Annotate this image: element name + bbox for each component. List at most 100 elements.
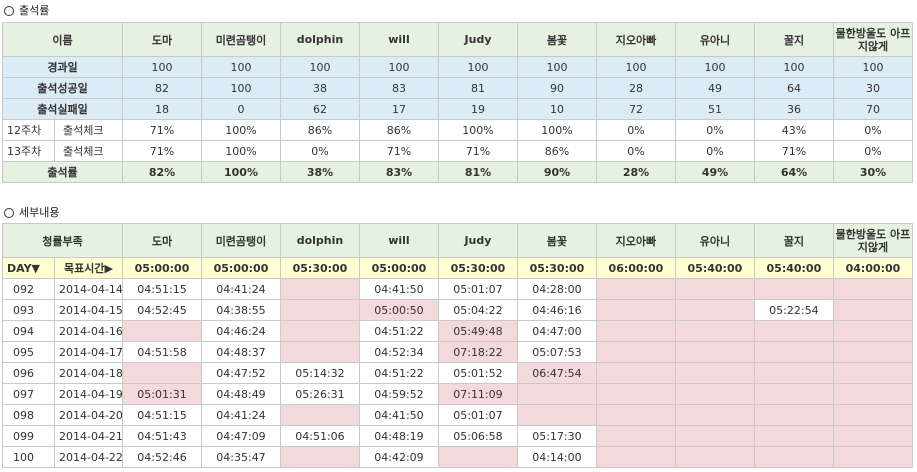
circle-icon <box>4 208 14 218</box>
attendance-title-text: 출석률 <box>19 4 50 17</box>
details-title-text: 세부내용 <box>19 206 60 219</box>
target-time-cell: 04:00:00 <box>832 257 914 279</box>
time-cell: 06:47:54 <box>516 362 597 384</box>
date-cell: 2014-04-20 <box>53 404 124 426</box>
total-rate-cell: 30% <box>833 161 913 183</box>
weekly-cell: 0% <box>833 119 913 141</box>
time-cell: 04:41:24 <box>201 278 281 300</box>
time-cell: 04:47:52 <box>201 362 281 384</box>
time-cell <box>753 404 834 426</box>
time-cell <box>595 341 676 363</box>
total-rate-cell: 64% <box>754 161 834 183</box>
time-cell: 04:51:22 <box>358 320 439 342</box>
time-cell: 04:52:46 <box>122 446 202 468</box>
name-header: 이름 <box>2 22 123 57</box>
detail-row: 097 2014-04-19 05:01:31 04:48:49 05:26:31 04:… <box>2 383 914 405</box>
stats-cell: 36 <box>754 98 834 120</box>
total-rate-label: 출석률 <box>2 161 123 183</box>
stats-cell: 90 <box>517 77 597 99</box>
time-cell: 05:01:31 <box>122 383 202 405</box>
weekly-cell: 0% <box>596 119 676 141</box>
time-cell <box>595 425 676 447</box>
member-name-header: 지오아빠 <box>596 22 676 57</box>
time-cell <box>832 320 914 342</box>
member-name-header: will <box>358 223 439 258</box>
time-cell: 04:51:15 <box>122 404 202 426</box>
time-cell: 04:41:50 <box>358 278 439 300</box>
day-number: 100 <box>2 446 55 468</box>
time-cell: 04:38:55 <box>201 299 281 321</box>
stats-cell: 0 <box>201 98 281 120</box>
time-cell <box>832 278 914 300</box>
time-cell <box>595 362 676 384</box>
time-cell: 04:41:24 <box>201 404 281 426</box>
time-cell <box>279 404 360 426</box>
time-cell: 05:07:53 <box>516 341 597 363</box>
time-cell <box>122 320 202 342</box>
time-cell <box>753 383 834 405</box>
time-cell <box>279 278 360 300</box>
member-name-header: 봄꽃 <box>516 223 597 258</box>
total-rate-cell: 90% <box>517 161 597 183</box>
weekly-cell: 0% <box>596 140 676 162</box>
stats-cell: 100 <box>596 56 676 78</box>
weekly-cell: 100% <box>201 140 281 162</box>
total-rate-cell: 100% <box>201 161 281 183</box>
target-time-cell: 05:00:00 <box>122 257 202 279</box>
attendance-table: 이름 도마 미련곰탱이 dolphin will Judy 봄꽃 지오아빠 유아니 꿀지 물한방울도… <box>2 22 913 183</box>
detail-row: 100 2014-04-22 04:52:46 04:35:47 04:42:09 04:… <box>2 446 914 468</box>
weekly-cell: 0% <box>675 119 755 141</box>
total-rate-row: 출석률 82% 100% 38% 83% 81% 90% 28% 49% 64% 30% <box>2 161 913 183</box>
detail-row: 096 2014-04-18 04:47:52 05:14:32 04:51:22 05:… <box>2 362 914 384</box>
member-name-header: 꿀지 <box>754 22 834 57</box>
stats-cell: 64 <box>754 77 834 99</box>
date-cell: 2014-04-16 <box>53 320 124 342</box>
time-cell <box>595 278 676 300</box>
weekly-cell: 100% <box>201 119 281 141</box>
total-rate-cell: 38% <box>280 161 360 183</box>
member-name-header: 도마 <box>122 223 202 258</box>
member-name-header: 꿀지 <box>753 223 834 258</box>
stats-cell: 70 <box>833 98 913 120</box>
member-name-header: will <box>359 22 439 57</box>
detail-row: 095 2014-04-17 04:51:58 04:48:37 04:52:34 07:… <box>2 341 914 363</box>
stats-cell: 17 <box>359 98 439 120</box>
time-cell <box>832 383 914 405</box>
time-cell <box>279 446 360 468</box>
time-cell <box>279 320 360 342</box>
stats-row: 출석성공일 82 100 38 83 81 90 28 49 64 30 <box>2 77 913 99</box>
time-cell <box>674 425 755 447</box>
time-cell: 04:46:16 <box>516 299 597 321</box>
details-label-header: 청률부족 <box>1 223 124 258</box>
time-cell <box>279 299 360 321</box>
time-cell: 04:48:49 <box>201 383 281 405</box>
stats-cell: 100 <box>280 56 360 78</box>
time-cell <box>832 404 914 426</box>
time-cell: 05:22:54 <box>753 299 834 321</box>
stats-row-label: 출석실패일 <box>2 98 123 120</box>
details-table: 청률부족 도마 미련곰탱이 dolphin will Judy 봄꽃 지오아빠 유아니 꿀지 물한방… <box>1 223 914 468</box>
total-rate-cell: 82% <box>122 161 202 183</box>
detail-row: 098 2014-04-20 04:51:15 04:41:24 04:41:50 05:… <box>2 404 914 426</box>
time-cell: 04:42:09 <box>358 446 439 468</box>
time-cell <box>674 383 755 405</box>
time-cell <box>122 362 202 384</box>
time-cell: 04:51:15 <box>122 278 202 300</box>
stats-cell: 100 <box>122 56 202 78</box>
day-number: 098 <box>2 404 55 426</box>
member-name-header: 봄꽃 <box>517 22 597 57</box>
stats-cell: 100 <box>359 56 439 78</box>
stats-cell: 72 <box>596 98 676 120</box>
weekly-cell: 71% <box>122 119 202 141</box>
member-name-header: 유아니 <box>675 22 755 57</box>
stats-cell: 100 <box>754 56 834 78</box>
stats-cell: 51 <box>675 98 755 120</box>
time-cell <box>595 383 676 405</box>
stats-cell: 38 <box>280 77 360 99</box>
time-cell: 04:59:52 <box>358 383 439 405</box>
weekly-cell: 100% <box>517 119 597 141</box>
stats-row: 출석실패일 18 0 62 17 19 10 72 51 36 70 <box>2 98 913 120</box>
time-cell <box>753 320 834 342</box>
attendance-section-title: 출석률 <box>4 4 49 18</box>
time-cell <box>595 320 676 342</box>
